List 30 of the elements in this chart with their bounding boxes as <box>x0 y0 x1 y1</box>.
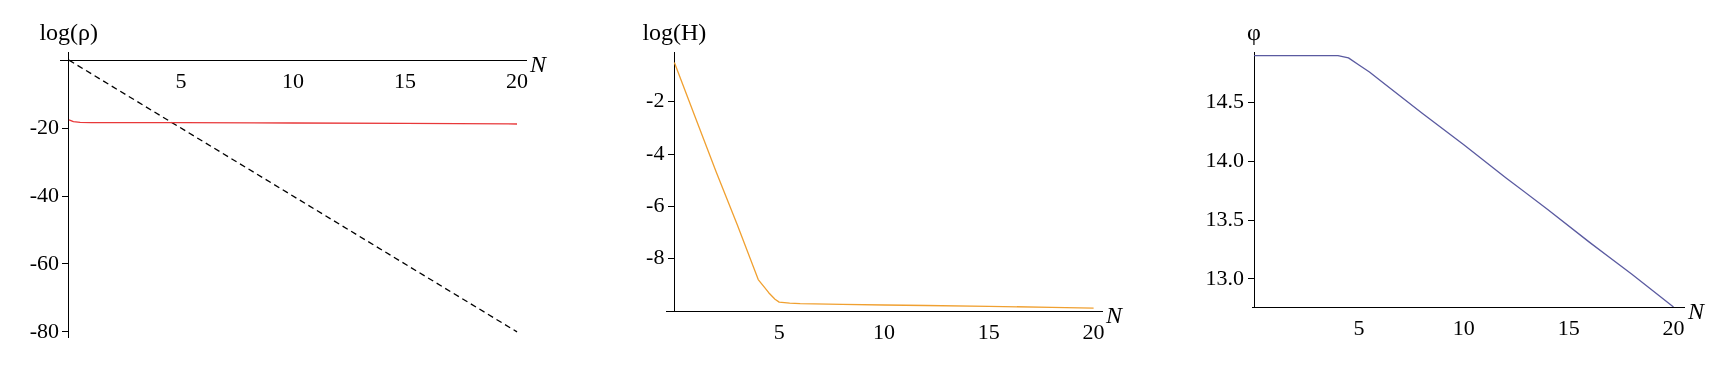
x-tick-label: 20 <box>506 68 529 94</box>
y-axis-title: log(ρ) <box>39 19 99 46</box>
y-tick-label: -8 <box>646 244 665 270</box>
x-tick-label: 10 <box>1452 314 1475 340</box>
x-tick-label: 20 <box>1082 318 1105 344</box>
y-tick-label: 14.5 <box>1205 88 1245 114</box>
y-tick-label: 13.5 <box>1205 205 1245 231</box>
x-tick-label: 10 <box>873 318 895 344</box>
x-tick-label: 15 <box>1557 314 1580 340</box>
y-tick-label: -60 <box>29 249 59 275</box>
y-tick-label: -80 <box>29 317 59 343</box>
x-tick-label: 5 <box>1353 314 1365 340</box>
y-axis-title: log(H) <box>642 19 707 46</box>
y-tick-label: 13.0 <box>1205 264 1245 290</box>
y-tick-label: 14.0 <box>1205 147 1245 173</box>
x-axis-title: N <box>1688 297 1705 325</box>
y-tick-label: -40 <box>29 181 59 207</box>
x-tick-label: 20 <box>1662 314 1685 340</box>
y-tick-label: -2 <box>646 87 665 113</box>
y-tick-label: -4 <box>646 139 665 165</box>
x-tick-label: 15 <box>977 318 1000 344</box>
x-tick-label: 5 <box>773 318 785 344</box>
y-tick-label: -6 <box>646 192 665 218</box>
y-tick-label: -20 <box>29 113 59 139</box>
x-axis-title: N <box>530 50 547 78</box>
x-tick-label: 10 <box>282 68 304 94</box>
x-tick-label: 5 <box>175 68 187 94</box>
x-tick-label: 15 <box>394 68 417 94</box>
y-axis-title: φ <box>1247 19 1261 46</box>
x-axis-title: N <box>1106 301 1123 329</box>
